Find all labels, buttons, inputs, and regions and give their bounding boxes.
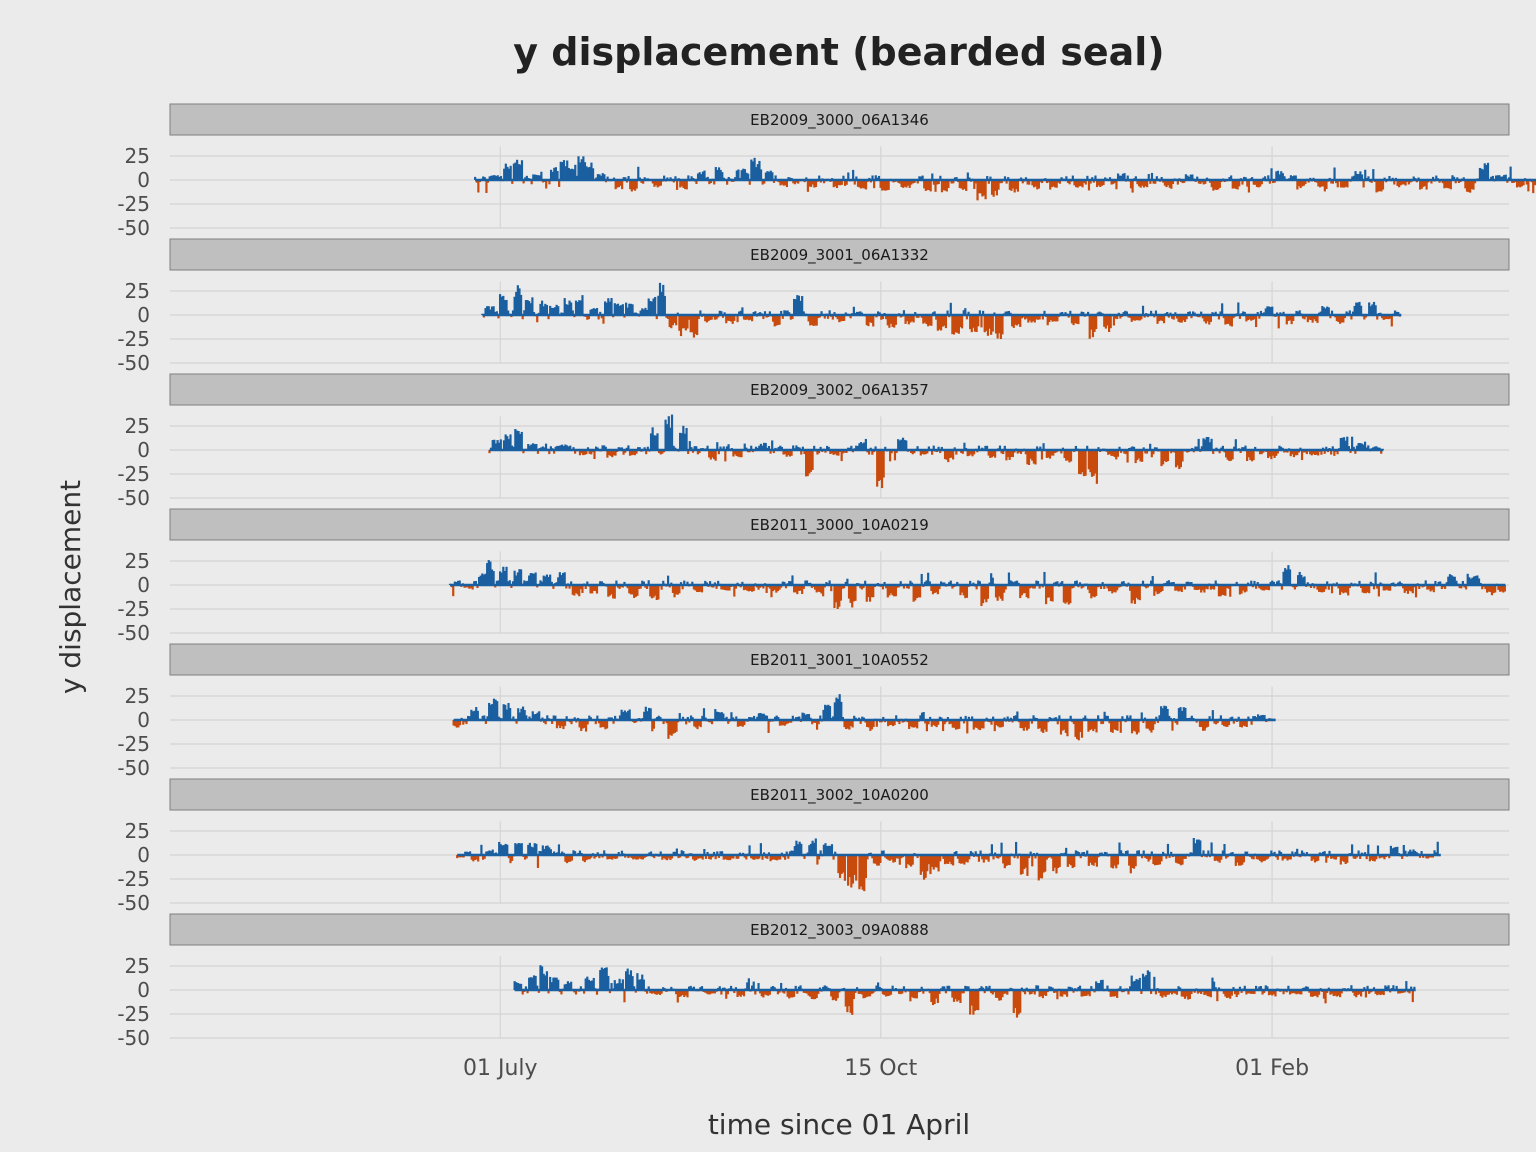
facet-strip — [169, 778, 1510, 811]
facet-strip-label: EB2011_3000_10A0219 — [750, 516, 929, 535]
facet-strip — [169, 508, 1510, 541]
y-tick-label: 0 — [137, 168, 150, 192]
facet-panels: EB2009_3000_06A1346250-25-50EB2009_3001_… — [117, 103, 1536, 1050]
y-tick-label: 0 — [137, 438, 150, 462]
facet-panel: EB2012_3003_09A0888 250-25-50 — [117, 913, 1510, 1050]
facet-panel: EB2011_3002_10A0200 250-25-50 — [117, 778, 1510, 915]
facet-panel: EB2011_3000_10A0219 250-25-50 — [117, 508, 1510, 645]
y-tick-label: 0 — [137, 708, 150, 732]
y-tick-label: -25 — [117, 327, 150, 351]
y-tick-label: 25 — [125, 819, 150, 843]
series-bars — [513, 965, 1416, 1018]
facet-panel: EB2009_3000_06A1346 250-25-50 — [117, 103, 1536, 240]
x-tick-label: 01 Feb — [1235, 1056, 1309, 1081]
facet-strip — [169, 643, 1510, 676]
facet-strip — [169, 238, 1510, 271]
y-tick-label: -50 — [117, 756, 150, 780]
facet-strip-label: EB2009_3000_06A1346 — [750, 111, 929, 130]
facet-panel: EB2009_3002_06A1357 250-25-50 — [117, 373, 1510, 510]
series-bars — [456, 837, 1441, 892]
y-tick-label: -25 — [117, 462, 150, 486]
series-bars — [448, 560, 1506, 609]
y-tick-label: -50 — [117, 486, 150, 510]
facet-strip — [169, 103, 1510, 136]
y-tick-label: -25 — [117, 732, 150, 756]
x-tick-label: 01 July — [463, 1056, 538, 1081]
y-tick-label: -50 — [117, 351, 150, 375]
y-tick-label: -50 — [117, 891, 150, 915]
y-tick-label: 25 — [125, 549, 150, 573]
y-tick-label: 25 — [125, 279, 150, 303]
chart-title: y displacement (bearded seal) — [513, 30, 1164, 74]
y-tick-label: -25 — [117, 867, 150, 891]
facet-strip-label: EB2009_3001_06A1332 — [750, 246, 929, 265]
series-bars — [481, 282, 1402, 340]
series-bars — [488, 414, 1384, 489]
y-axis-title: y displacement — [54, 480, 87, 694]
y-tick-label: 0 — [137, 843, 150, 867]
y-tick-label: 25 — [125, 414, 150, 438]
y-tick-label: -25 — [117, 597, 150, 621]
y-tick-label: -25 — [117, 192, 150, 216]
facet-panel: EB2011_3001_10A0552 250-25-50 — [117, 643, 1510, 780]
y-tick-label: 25 — [125, 684, 150, 708]
x-tick-label: 15 Oct — [844, 1056, 917, 1081]
y-tick-label: -25 — [117, 1002, 150, 1026]
series-bars — [452, 694, 1276, 741]
x-axis: 01 July 15 Oct 01 Feb — [463, 1056, 1309, 1081]
facet-strip-label: EB2011_3001_10A0552 — [750, 651, 929, 670]
y-tick-label: 25 — [125, 954, 150, 978]
facet-panel: EB2009_3001_06A1332 250-25-50 — [117, 238, 1510, 375]
x-axis-title: time since 01 April — [708, 1108, 970, 1141]
y-tick-label: -50 — [117, 1026, 150, 1050]
y-tick-label: 25 — [125, 144, 150, 168]
y-tick-label: -50 — [117, 216, 150, 240]
y-tick-label: 0 — [137, 978, 150, 1002]
facet-strip-label: EB2012_3003_09A0888 — [750, 921, 929, 940]
facet-strip-label: EB2011_3002_10A0200 — [750, 786, 929, 805]
y-tick-label: -50 — [117, 621, 150, 645]
series-bars — [474, 156, 1536, 201]
y-tick-label: 0 — [137, 573, 150, 597]
facet-strip-label: EB2009_3002_06A1357 — [750, 381, 929, 400]
facet-strip — [169, 913, 1510, 946]
facet-strip — [169, 373, 1510, 406]
y-tick-label: 0 — [137, 303, 150, 327]
